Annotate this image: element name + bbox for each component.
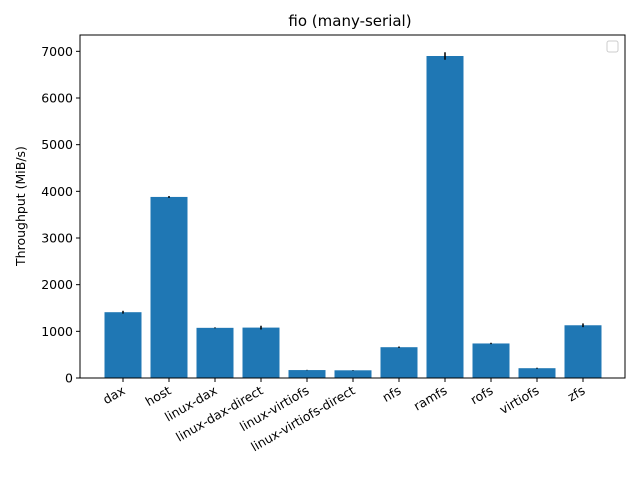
bar-rofs [472, 343, 510, 378]
y-tick-label-0: 0 [65, 371, 73, 386]
legend-box [606, 40, 619, 53]
chart-title: fio (many-serial) [288, 12, 411, 30]
plot-frame [79, 34, 626, 379]
x-tick-label-virtiofs: virtiofs [497, 383, 542, 417]
y-tick-label-7000: 7000 [41, 44, 73, 59]
y-tick-label-4000: 4000 [41, 184, 73, 199]
bar-nfs [380, 347, 418, 378]
bar-virtiofs [518, 368, 556, 378]
bar-linux-dax-direct [242, 327, 280, 378]
bar-linux-virtiofs-direct [334, 370, 372, 378]
y-tick-label-5000: 5000 [41, 137, 73, 152]
bar-ramfs [426, 56, 464, 378]
bar-dax [104, 312, 142, 378]
bar-zfs [564, 325, 602, 378]
bar-host [150, 196, 188, 378]
x-tick-label-rofs: rofs [468, 383, 496, 408]
x-tick-label-zfs: zfs [565, 383, 588, 405]
x-tick-label-ramfs: ramfs [411, 383, 450, 414]
x-tick-label-dax: dax [100, 383, 127, 407]
bar-linux-dax [196, 327, 234, 378]
x-tick-label-nfs: nfs [380, 383, 404, 405]
y-tick-label-3000: 3000 [41, 231, 73, 246]
x-axis: dax hostlinux-daxlinux-dax-directlinux-vi… [100, 378, 588, 454]
bars-layer [104, 56, 602, 378]
y-tick-label-6000: 6000 [41, 91, 73, 106]
y-axis: 0 1000 2000 3000 4000 5000 6000 7000 [41, 44, 80, 386]
y-tick-label-2000: 2000 [41, 277, 73, 292]
x-tick-label-host: host [143, 383, 174, 410]
bar-linux-virtiofs [288, 370, 326, 378]
y-axis-title: Throughput (MiB/s) [13, 146, 28, 267]
y-tick-label-1000: 1000 [41, 324, 73, 339]
error-bars-layer [122, 52, 584, 371]
